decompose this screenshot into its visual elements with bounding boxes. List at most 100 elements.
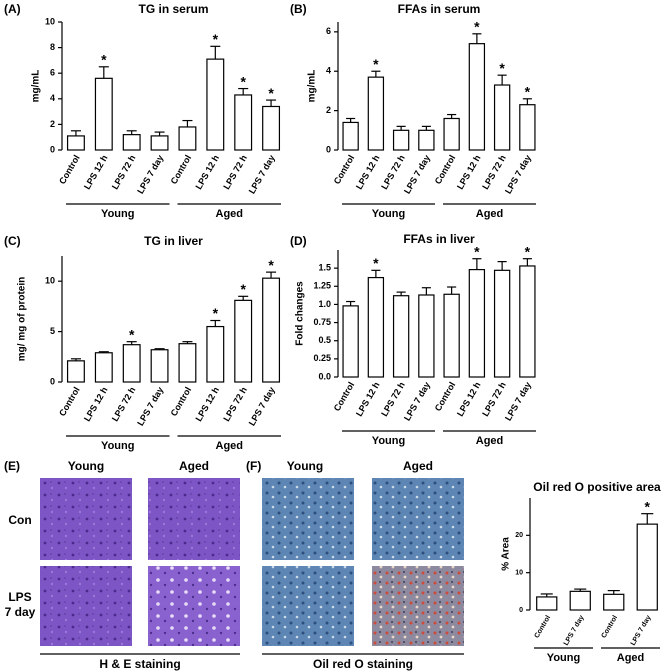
bar (443, 293, 460, 378)
y-tick-label: 0 (326, 144, 331, 154)
bar (342, 305, 359, 378)
x-tick-label: LPS 7 day (247, 385, 277, 427)
caption: H & E staining (99, 657, 180, 671)
bar (519, 104, 536, 151)
panel-label: (A) (4, 2, 21, 16)
y-tick-label: 2 (326, 105, 331, 115)
x-tick-label: LPS 7 day (563, 614, 586, 647)
bar (443, 117, 460, 151)
significance-marker: * (525, 84, 531, 100)
bar (206, 58, 225, 151)
bar (468, 268, 486, 378)
bar (493, 84, 511, 151)
significance-marker: * (645, 498, 651, 514)
y-tick-label: 6 (326, 26, 331, 36)
y-tick-label: 0 (50, 376, 55, 386)
micrograph (40, 478, 132, 560)
significance-marker: * (268, 85, 274, 101)
bar (66, 360, 85, 383)
micrograph (148, 478, 240, 560)
chart-title: TG in serum (138, 2, 208, 16)
bar (262, 105, 281, 151)
column-label: Aged (179, 459, 209, 473)
bar (536, 596, 558, 611)
chart-title: FFAs in liver (403, 232, 475, 246)
significance-marker: * (268, 257, 274, 273)
column-label: Aged (403, 459, 433, 473)
bar (392, 129, 410, 151)
x-tick-label: Control (57, 385, 82, 418)
x-tick-label: Control (433, 380, 458, 413)
x-tick-label: Control (601, 614, 620, 639)
bar (66, 135, 85, 151)
bar (122, 344, 141, 383)
bar (418, 129, 435, 151)
y-tick-label: 20 (515, 532, 523, 539)
x-tick-label: LPS 7 day (503, 380, 533, 422)
bar (262, 277, 281, 383)
y-axis-label: mg/mL (31, 70, 42, 103)
bar (418, 294, 435, 378)
chart-title: FFAs in serum (398, 2, 481, 16)
y-tick-label: 6 (50, 68, 55, 78)
panel-label: (F) (246, 459, 261, 473)
x-tick-label: LPS 12 h (82, 385, 110, 423)
bar (367, 76, 385, 151)
x-tick-label: Control (433, 153, 458, 186)
y-tick-label: 10 (45, 276, 55, 286)
y-tick-label: 0 (519, 607, 523, 614)
micrograph (262, 478, 354, 560)
panel-label: (D) (290, 234, 307, 248)
row-label: Con (8, 513, 31, 527)
x-tick-label: LPS 7 day (247, 153, 277, 195)
x-tick-label: LPS 72 h (221, 385, 249, 423)
group-label: Young (547, 652, 580, 664)
y-tick-label: 4 (326, 66, 331, 76)
bar (234, 299, 253, 383)
bar (94, 77, 113, 151)
micrograph (372, 478, 464, 560)
group-label: Young (372, 435, 405, 447)
bar (206, 325, 225, 383)
chart-title: TG in liver (144, 234, 203, 248)
x-tick-label: Control (534, 614, 553, 639)
row-label: LPS (8, 590, 31, 604)
significance-marker: * (499, 60, 505, 76)
y-tick-label: 4 (50, 93, 55, 103)
y-tick-label: 0.75 (313, 317, 331, 327)
y-tick-label: 1.0 (318, 299, 331, 309)
y-tick-label: 0 (50, 144, 55, 154)
bar (150, 135, 169, 151)
y-tick-label: 10 (515, 570, 523, 577)
micrograph (372, 566, 464, 646)
x-tick-label: LPS 72 h (480, 380, 508, 418)
x-tick-label: LPS 12 h (455, 380, 483, 418)
row-label: 7 day (5, 605, 36, 619)
y-tick-label: 8 (50, 42, 55, 52)
bar (122, 134, 141, 151)
y-axis-label: Fold changes (295, 281, 306, 346)
x-tick-label: LPS 7 day (503, 153, 533, 195)
micrograph (40, 566, 132, 646)
significance-marker: * (101, 52, 107, 68)
x-tick-label: LPS 72 h (379, 153, 407, 191)
x-tick-label: LPS 12 h (193, 385, 221, 423)
significance-marker: * (213, 31, 219, 47)
panel-label: (E) (4, 459, 20, 473)
bar (519, 265, 536, 378)
x-tick-label: Control (169, 385, 194, 418)
micrograph (262, 566, 354, 646)
bar (636, 523, 658, 611)
bar (150, 349, 169, 383)
group-label: Young (372, 208, 405, 220)
panel-label: (B) (290, 2, 307, 16)
x-tick-label: LPS 72 h (480, 153, 508, 191)
y-tick-label: 0.25 (313, 353, 331, 363)
x-tick-label: Control (169, 153, 194, 186)
significance-marker: * (213, 305, 219, 321)
x-tick-label: Control (332, 380, 357, 413)
bar (342, 121, 359, 151)
group-label: Aged (617, 652, 645, 664)
y-tick-label: 10 (45, 16, 55, 26)
